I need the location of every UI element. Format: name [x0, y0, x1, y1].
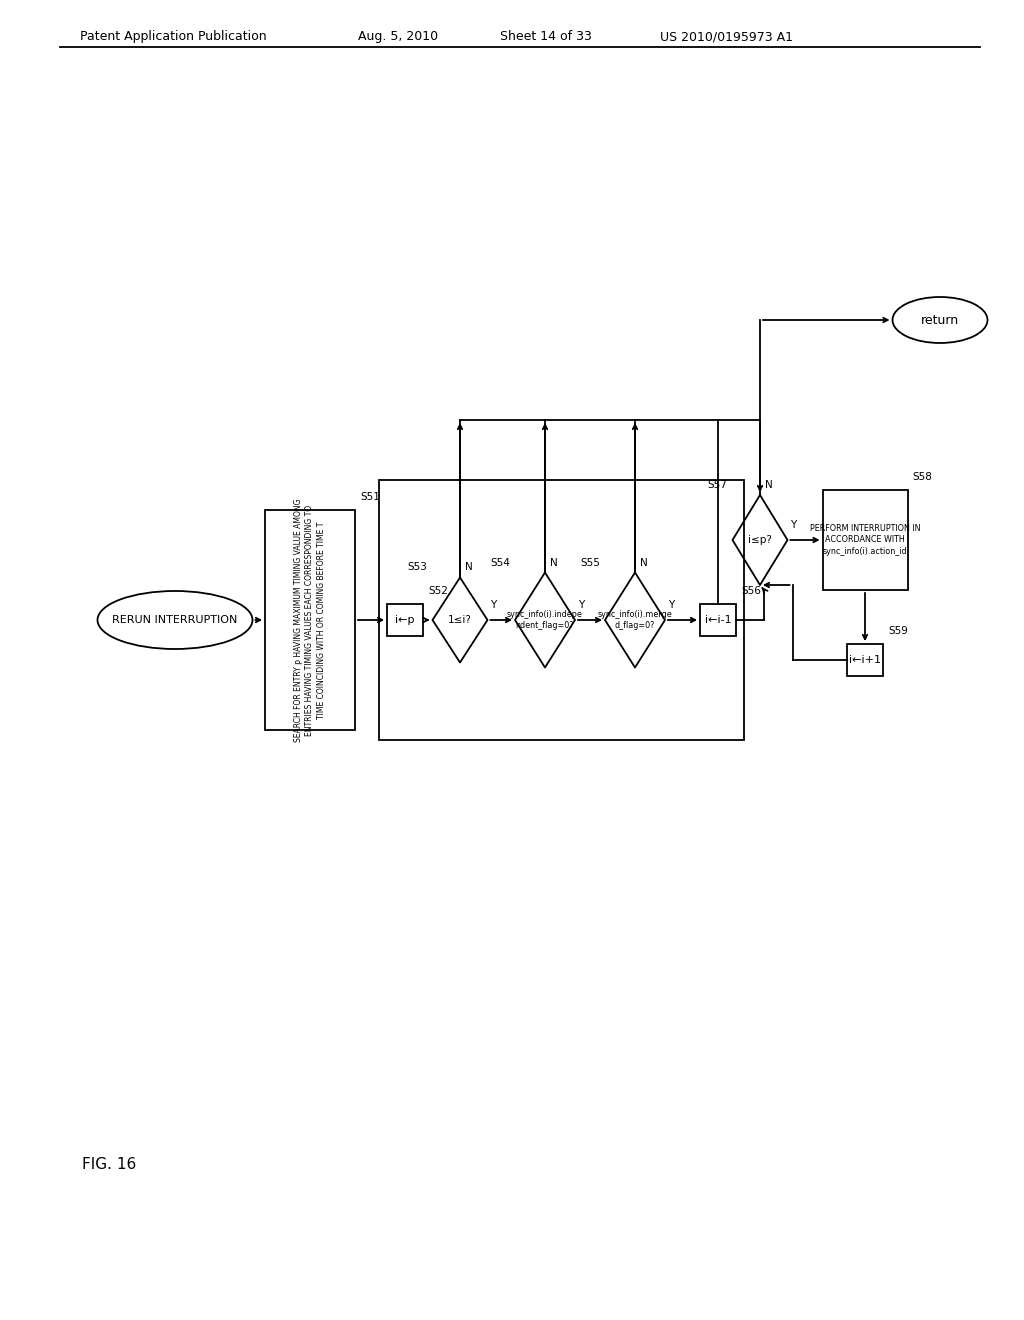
Text: 1≤i?: 1≤i? [449, 615, 472, 624]
Text: FIG. 16: FIG. 16 [82, 1158, 136, 1172]
Text: Aug. 5, 2010: Aug. 5, 2010 [358, 30, 438, 44]
Text: N: N [640, 557, 648, 568]
Text: N: N [550, 557, 558, 568]
Text: N: N [765, 480, 773, 490]
Bar [847, 644, 883, 676]
Text: Sheet 14 of 33: Sheet 14 of 33 [500, 30, 592, 44]
Text: Y: Y [578, 601, 585, 610]
Bar [387, 605, 423, 636]
Text: Y: Y [490, 601, 497, 610]
Text: i←p: i←p [395, 615, 415, 624]
Bar [822, 490, 907, 590]
Text: Y: Y [668, 601, 674, 610]
Text: S56: S56 [741, 586, 761, 597]
Text: S55: S55 [581, 557, 600, 568]
Text: RERUN INTERRUPTION: RERUN INTERRUPTION [113, 615, 238, 624]
Text: i←i+1: i←i+1 [849, 655, 881, 665]
Text: PERFORM INTERRUPTION IN
ACCORDANCE WITH
sync_info(i).action_id: PERFORM INTERRUPTION IN ACCORDANCE WITH … [810, 524, 921, 556]
Text: return: return [921, 314, 959, 326]
Text: S51: S51 [360, 492, 380, 502]
Text: S57: S57 [708, 480, 727, 490]
Text: S59: S59 [888, 626, 908, 636]
Bar [700, 605, 736, 636]
Text: SEARCH FOR ENTRY p HAVING MAXIMUM TIMING VALUE AMONG
ENTRIES HAVING TIMING VALUE: SEARCH FOR ENTRY p HAVING MAXIMUM TIMING… [294, 498, 327, 742]
Text: S53: S53 [408, 562, 427, 573]
Text: US 2010/0195973 A1: US 2010/0195973 A1 [660, 30, 793, 44]
Text: sync_info(i).merge
d_flag=0?: sync_info(i).merge d_flag=0? [598, 610, 673, 630]
Text: i≤p?: i≤p? [749, 535, 772, 545]
Text: S58: S58 [912, 473, 933, 482]
Text: Y: Y [791, 520, 797, 531]
Text: i←i-1: i←i-1 [705, 615, 731, 624]
Text: N: N [465, 562, 473, 573]
Bar [379, 480, 744, 741]
Text: S54: S54 [490, 557, 510, 568]
Bar [265, 510, 355, 730]
Text: Patent Application Publication: Patent Application Publication [80, 30, 266, 44]
Text: S52: S52 [428, 586, 447, 597]
Text: sync_info(i).indepe
ndent_flag=0?: sync_info(i).indepe ndent_flag=0? [507, 610, 583, 630]
